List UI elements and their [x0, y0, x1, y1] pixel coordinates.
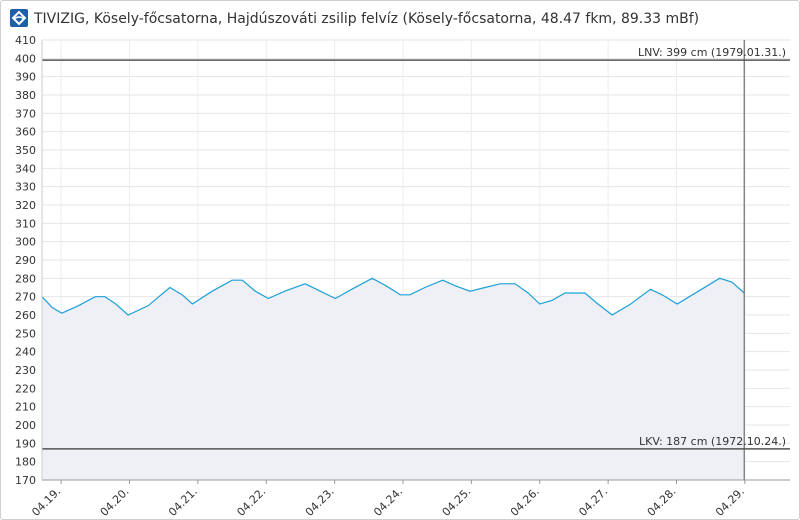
y-tick-label: 220 [15, 382, 36, 395]
x-tick-label: 04.28. [645, 485, 679, 519]
y-tick-label: 230 [15, 364, 36, 377]
y-tick-label: 410 [15, 34, 36, 47]
x-tick-label: 04.22. [234, 485, 268, 519]
line [41, 277, 745, 316]
y-tick-label: 370 [15, 107, 36, 120]
area [42, 278, 745, 480]
y-tick-label: 270 [15, 291, 36, 304]
x-tick-label: 04.25. [440, 485, 474, 519]
logo [10, 9, 28, 27]
y-tick-label: 200 [15, 419, 36, 432]
y-tick-label: 380 [15, 89, 36, 102]
x-tick-label: 04.21. [166, 485, 200, 519]
y-tick-label: 300 [15, 236, 36, 249]
y-tick-label: 390 [15, 71, 36, 84]
chart-title: TIVIZIG, Kösely-főcsatorna, Hajdúszováti… [33, 11, 699, 27]
x-tick-label: 04.23. [303, 485, 337, 519]
x-tick-label: 04.26. [508, 485, 542, 519]
y-tick-label: 350 [15, 144, 36, 157]
x-tick-label: 04.29. [713, 485, 747, 519]
x-tick-label: 04.27. [576, 485, 610, 519]
y-tick-label: 170 [15, 474, 36, 487]
y-tick-label: 190 [15, 437, 36, 450]
reference-label: LKV: 187 cm (1972.10.24.) [639, 435, 786, 448]
y-tick-label: 180 [15, 456, 36, 469]
y-tick-label: 340 [15, 162, 36, 175]
x-tick-label: 04.24. [371, 485, 405, 519]
y-tick-label: 290 [15, 254, 36, 267]
y-tick-label: 280 [15, 272, 36, 285]
y-tick-label: 310 [15, 217, 36, 230]
y-tick-label: 260 [15, 309, 36, 322]
y-tick-label: 360 [15, 126, 36, 139]
y-tick-label: 330 [15, 181, 36, 194]
y-tick-label: 240 [15, 346, 36, 359]
reference-label: LNV: 399 cm (1979.01.31.) [638, 46, 786, 59]
y-tick-label: 250 [15, 327, 36, 340]
y-tick-label: 210 [15, 401, 36, 414]
y-tick-label: 320 [15, 199, 36, 212]
y-tick-label: 400 [15, 52, 36, 65]
x-tick-label: 04.19. [29, 485, 63, 519]
x-tick-label: 04.20. [98, 485, 132, 519]
